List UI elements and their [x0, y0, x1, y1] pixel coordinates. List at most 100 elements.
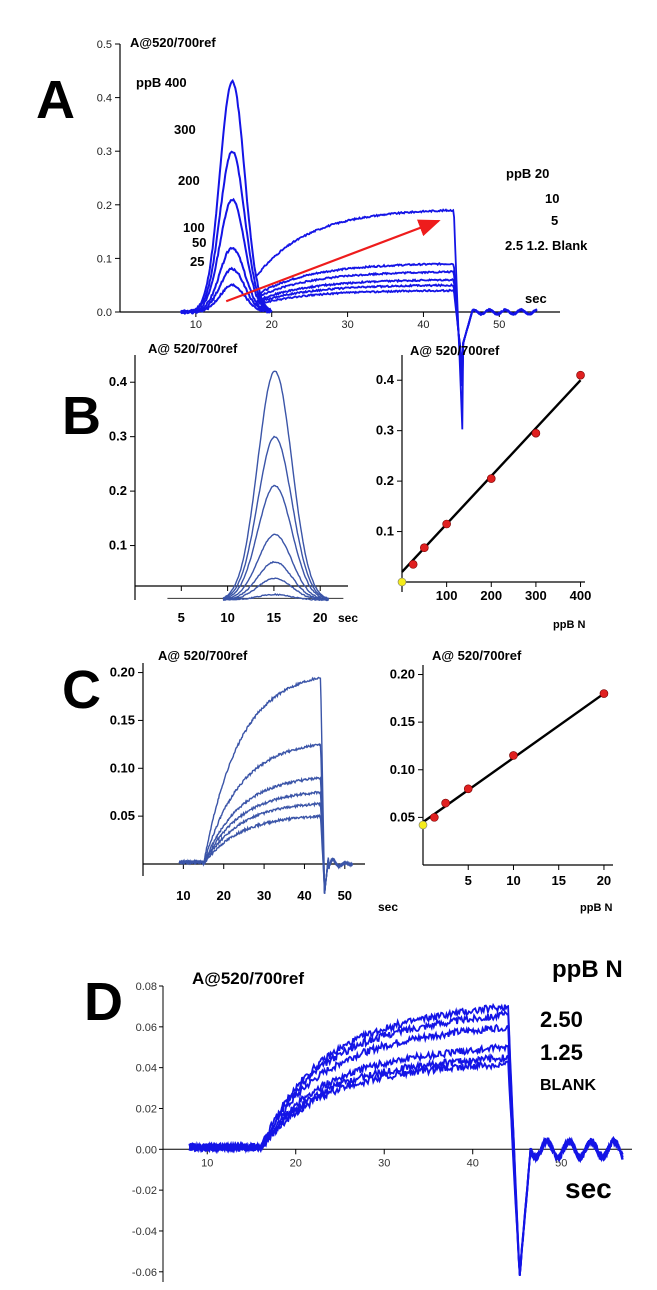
- panel-d-y-tick-label: 0.06: [136, 1022, 157, 1034]
- panel-b-right-point: [420, 543, 429, 552]
- panel-b-left-y-tick-label: 0.2: [109, 483, 127, 498]
- panel-b-right-xlabel: ppB N: [553, 619, 585, 631]
- panel-b-right-x-tick-label: 200: [480, 588, 502, 603]
- panel-a-trend-arrow: [225, 219, 441, 303]
- panel-d-label-blank: BLANK: [540, 1077, 596, 1094]
- panel-d-x-tick-label: 30: [378, 1157, 390, 1169]
- panel-b-left-trace-50: [222, 560, 329, 601]
- panel-b-left-x-tick-label: 5: [178, 610, 185, 625]
- panel-a-peak-trace-25: [179, 283, 273, 316]
- panel-b-right-y-tick-label: 0.2: [376, 473, 394, 488]
- panel-letter-b: B: [62, 386, 101, 446]
- panel-a-y-tick-label: 0.2: [97, 200, 112, 212]
- panel-a-y-tick-label: 0.3: [97, 146, 112, 158]
- panel-b-left-trace-100: [222, 533, 329, 601]
- panel-c-left-trace-Blank: [179, 813, 353, 894]
- panel-c-right-point: [463, 784, 473, 794]
- panel-c-right-xlabel: ppB N: [580, 902, 612, 914]
- panel-d-y-tick-label: 0.02: [136, 1103, 157, 1115]
- panel-b-right-blank-point: [397, 577, 407, 587]
- panel-b-right-ylabel: A@ 520/700ref: [410, 343, 500, 358]
- panel-d-plot: 10 20 30 40 500.080.060.040.020.00-0.02-0.04…: [132, 981, 632, 1282]
- panel-b-right-point: [576, 370, 585, 380]
- panel-c-left-x-tick-label: 50: [338, 888, 352, 903]
- panel-b-right-plot: 100 200 300 400 0.1 0.2 0.3 0.4: [376, 355, 591, 603]
- panel-a-x-tick-label: 30: [341, 319, 353, 331]
- panel-c-left-x-tick-label: 10: [176, 888, 190, 903]
- panel-a-peak-trace-50: [179, 266, 272, 315]
- panel-a-conc-header-left: ppB 400: [136, 75, 187, 90]
- panel-a-ylabel: A@520/700ref: [130, 35, 216, 50]
- panel-b: B A@ 520/700ref sec A@ 520/700ref ppB N …: [62, 341, 591, 631]
- panel-c-right-point: [441, 798, 450, 808]
- panel-a-plot: 10 20 30 40 50 0.0 0.1 0.2 0.3 0.4 0.5: [97, 39, 560, 430]
- panel-d: D A@520/700ref sec ppB N 2.50 1.25 BLANK…: [84, 956, 632, 1282]
- panel-b-left-trace-200: [222, 484, 329, 601]
- panel-c-right-x-tick-label: 10: [506, 873, 520, 888]
- panel-a-label-10: 10: [545, 191, 559, 206]
- panel-a-label-25: 25: [190, 254, 204, 269]
- panel-a-xlabel: sec: [525, 291, 547, 306]
- panel-a-label-50: 50: [192, 235, 206, 250]
- panel-a: A A@520/700ref sec ppB 400 300 200 100 5…: [36, 35, 588, 430]
- panel-b-left-trace-300: [222, 435, 329, 600]
- panel-d-y-tick-label: -0.06: [132, 1267, 157, 1279]
- panel-d-y-tick-label: 0.00: [136, 1144, 157, 1156]
- panel-letter-c: C: [62, 660, 101, 720]
- panel-d-y-tick-label: -0.04: [132, 1226, 157, 1238]
- panel-b-left-y-tick-label: 0.4: [109, 374, 128, 389]
- panel-d-y-tick-label: 0.04: [136, 1063, 157, 1075]
- panel-a-label-5: 5: [551, 213, 558, 228]
- panel-letter-a: A: [36, 70, 75, 130]
- panel-c-left-y-tick-label: 0.05: [110, 808, 135, 823]
- panel-a-y-tick-label: 0.4: [97, 93, 112, 105]
- panel-b-right-y-tick-label: 0.3: [376, 423, 394, 438]
- panel-c-right-point: [509, 751, 518, 760]
- panel-b-right-x-tick-label: 400: [570, 588, 592, 603]
- panel-b-right-x-tick-label: 100: [436, 588, 458, 603]
- panel-c-right-point: [430, 813, 439, 822]
- panel-d-label-250: 2.50: [540, 1007, 583, 1032]
- panel-b-left-x-tick-label: 10: [220, 610, 234, 625]
- panel-b-right-point: [486, 474, 496, 483]
- panel-a-x-tick-label: 10: [190, 319, 202, 331]
- panel-d-xlabel: sec: [565, 1173, 612, 1204]
- panel-b-left-x-tick-label: 15: [267, 610, 281, 625]
- panel-a-peak-trace-400: [180, 78, 272, 314]
- panel-a-y-tick-label: 0.0: [97, 307, 112, 319]
- panel-d-trace: [188, 1053, 623, 1276]
- panel-d-x-tick-label: 40: [467, 1157, 479, 1169]
- panel-c-left-y-tick-label: 0.20: [110, 665, 135, 680]
- panel-c-left-ylabel: A@ 520/700ref: [158, 648, 248, 663]
- panel-d-y-tick-label: 0.08: [136, 981, 157, 993]
- panel-d-x-tick-label: 20: [290, 1157, 302, 1169]
- panel-c-right-y-tick-label: 0.10: [390, 762, 415, 777]
- panel-d-label-125: 1.25: [540, 1040, 583, 1065]
- panel-c-left-xlabel: sec: [378, 900, 398, 914]
- panel-c-left-plot: 10 20 30 40 50 0.05 0.10 0.15 0.20: [110, 663, 365, 903]
- panel-d-y-tick-label: -0.02: [132, 1185, 157, 1197]
- panel-b-left-trace-25: [222, 577, 329, 602]
- panel-c-right-ylabel: A@ 520/700ref: [432, 648, 522, 663]
- panel-b-right-y-tick-label: 0.4: [376, 372, 395, 387]
- panel-c-right-plot: 5 10 15 20 0.05 0.10 0.15 0.20: [390, 665, 613, 888]
- panel-b-left-x-tick-label: 20: [313, 610, 327, 625]
- panel-b-left-ylabel: A@ 520/700ref: [148, 341, 238, 356]
- panel-b-right-x-tick-label: 300: [525, 588, 547, 603]
- panel-a-x-tick-label: 20: [266, 319, 278, 331]
- panel-c-right-x-tick-label: 20: [597, 873, 611, 888]
- panel-a-y-tick-label: 0.5: [97, 39, 112, 51]
- panel-b-right-point: [408, 560, 418, 569]
- panel-d-trace: [188, 1060, 624, 1276]
- panel-c-left-x-tick-label: 20: [216, 888, 230, 903]
- panel-a-label-low: 2.5 1.2. Blank: [505, 238, 588, 253]
- panel-a-label-100: 100: [183, 220, 205, 235]
- panel-b-right-point: [531, 428, 541, 438]
- panel-b-left-trace-blank: [222, 593, 330, 602]
- panel-d-ylabel: A@520/700ref: [192, 969, 304, 988]
- panel-a-y-tick-label: 0.1: [97, 253, 112, 265]
- panel-b-left-y-tick-label: 0.3: [109, 429, 127, 444]
- panel-c-right-point: [599, 689, 609, 698]
- panel-d-x-tick-label: 10: [201, 1157, 213, 1169]
